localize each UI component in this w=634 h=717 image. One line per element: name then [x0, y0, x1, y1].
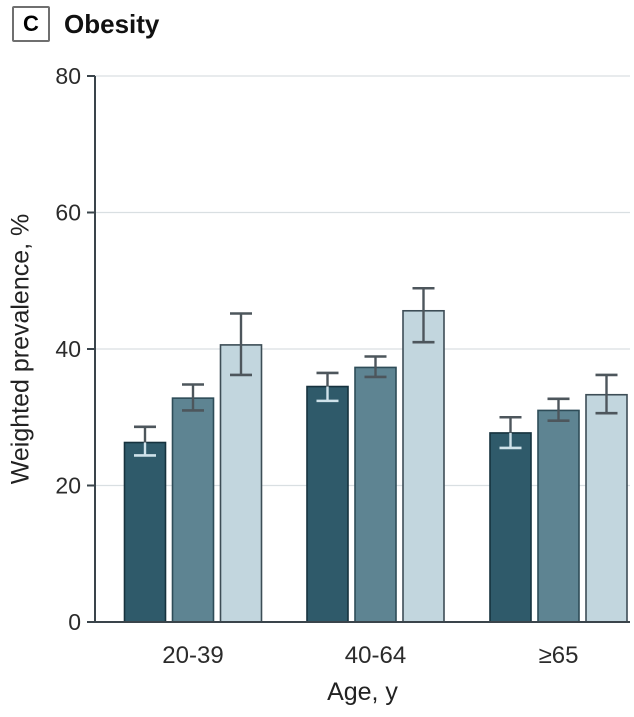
x-category-label: ≥65 [539, 642, 579, 669]
x-category-label: 20-39 [162, 642, 223, 669]
axes-layer [87, 75, 630, 623]
y-tick-label: 20 [55, 473, 81, 499]
bar [585, 393, 628, 623]
panel-letter: C [23, 11, 39, 36]
bar [354, 366, 397, 623]
x-category-label: 40-64 [345, 642, 406, 669]
bar [123, 441, 167, 623]
panel-title: Obesity [64, 8, 160, 39]
y-tick-label: 0 [68, 609, 81, 635]
bar [402, 309, 445, 623]
tick-labels-layer: 0 20 40 60 80 20-39 40-64 ≥65 [55, 63, 578, 669]
x-axis-label: Age, y [327, 678, 398, 706]
panel-header: C Obesity [12, 6, 159, 42]
y-tick-label: 60 [55, 200, 81, 226]
bar [489, 432, 532, 623]
error-bars-layer [134, 286, 618, 457]
bar [306, 385, 349, 623]
y-tick-label: 80 [55, 63, 81, 89]
panel-letter-badge: C [12, 6, 50, 42]
bar [219, 344, 263, 623]
bar [537, 409, 580, 623]
y-tick-label: 40 [55, 336, 81, 362]
bars-layer [123, 309, 628, 623]
bar [171, 397, 215, 623]
